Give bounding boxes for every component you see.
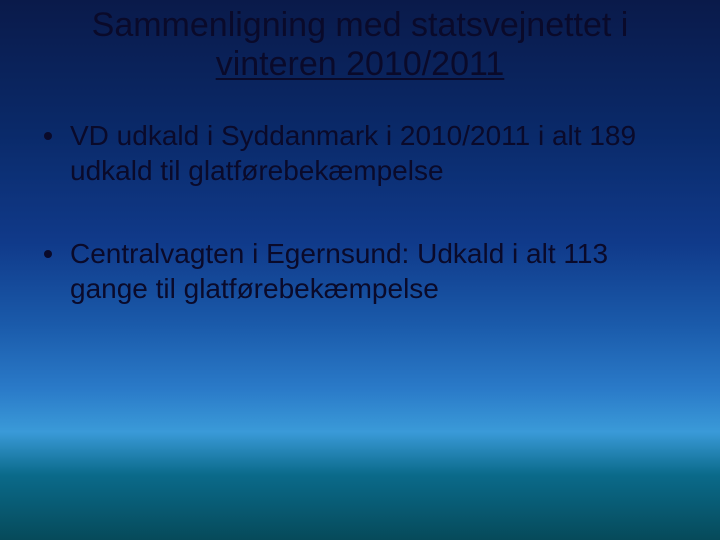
slide-body: VD udkald i Syddanmark i 2010/2011 i alt… [40, 118, 680, 354]
bullet-dot-icon [44, 132, 52, 140]
bullet-text: VD udkald i Syddanmark i 2010/2011 i alt… [70, 118, 680, 188]
bullet-text: Centralvagten i Egernsund: Udkald i alt … [70, 236, 680, 306]
bullet-dot-icon [44, 250, 52, 258]
slide: Sammenligning med statsvejnettet i vinte… [0, 0, 720, 540]
bullet-item: VD udkald i Syddanmark i 2010/2011 i alt… [40, 118, 680, 188]
title-line-1: Sammenligning med statsvejnettet i [0, 6, 720, 45]
slide-title: Sammenligning med statsvejnettet i vinte… [0, 6, 720, 84]
bullet-item: Centralvagten i Egernsund: Udkald i alt … [40, 236, 680, 306]
title-line-2: vinteren 2010/2011 [0, 45, 720, 84]
